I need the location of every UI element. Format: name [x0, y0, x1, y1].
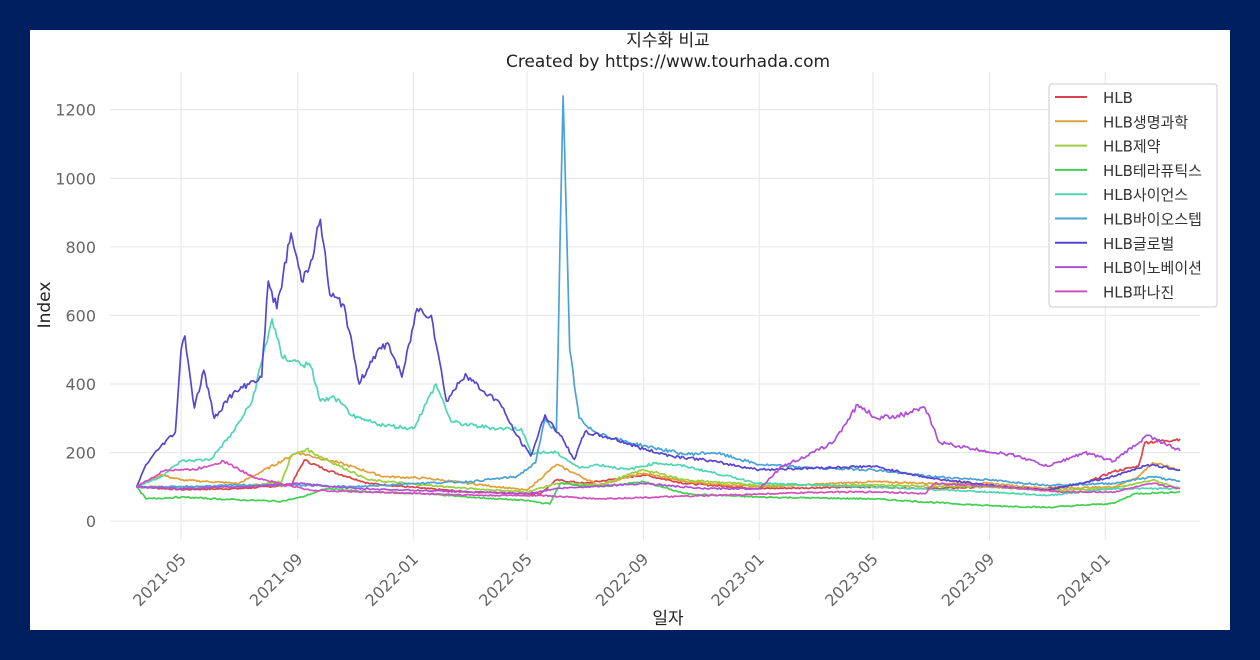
x-tick-label: 2022-01	[361, 549, 422, 610]
y-tick-label: 0	[86, 512, 96, 531]
series-line-1	[136, 451, 1181, 492]
x-tick-label: 2021-05	[129, 549, 190, 610]
chart-subtitle: Created by https://www.tourhada.com	[506, 52, 830, 72]
y-tick-label: 1000	[55, 169, 96, 188]
y-tick-label: 200	[65, 444, 96, 463]
series-line-7	[136, 403, 1181, 496]
grid	[110, 72, 1200, 540]
legend-box	[1048, 83, 1218, 308]
legend-label: HLB바이오스텝	[1103, 211, 1202, 229]
y-tick-label: 800	[65, 238, 96, 257]
x-tick-label: 2021-09	[246, 549, 307, 610]
legend-label: HLB파나진	[1103, 283, 1174, 301]
series-line-3	[135, 480, 1181, 509]
y-tick-label: 1200	[55, 101, 96, 120]
legend-label: HLB생명과학	[1103, 113, 1188, 131]
ticks: 0 200 400 600 800 1000 1200 2021-05 2021-09 2022-…	[55, 101, 1114, 610]
chart-frame: 0 200 400 600 800 1000 1200 2021-05 2021-09 2022-…	[30, 30, 1230, 630]
series-line-4	[136, 318, 1181, 497]
x-tick-label: 2023-09	[938, 549, 999, 610]
series-lines	[135, 95, 1181, 509]
chart-title: 지수화 비교	[626, 31, 710, 51]
legend: HLB HLB생명과학 HLB제약 HLB테라퓨틱스 HLB사이언스 HLB바이오스텝 HL…	[1048, 83, 1218, 308]
series-line-8	[136, 459, 1181, 500]
chart-svg: 0 200 400 600 800 1000 1200 2021-05 2021-09 2022-…	[35, 31, 1218, 629]
y-tick-label: 600	[65, 306, 96, 325]
legend-label: HLB제약	[1103, 138, 1161, 156]
series-line-5	[136, 95, 1181, 489]
x-tick-label: 2022-09	[592, 549, 653, 610]
legend-label: HLB글로벌	[1103, 235, 1174, 253]
series-line-6	[135, 218, 1181, 492]
legend-label: HLB테라퓨틱스	[1103, 162, 1202, 180]
x-axis-label: 일자	[652, 609, 684, 629]
y-tick-label: 400	[65, 375, 96, 394]
x-tick-label: 2024-01	[1053, 549, 1114, 610]
x-tick-label: 2023-05	[821, 549, 882, 610]
x-tick-label: 2023-01	[707, 549, 768, 610]
legend-label: HLB	[1103, 89, 1133, 107]
y-axis-label: Index	[35, 282, 55, 329]
legend-label: HLB사이언스	[1103, 186, 1188, 204]
x-tick-label: 2022-05	[475, 549, 536, 610]
legend-label: HLB이노베이션	[1103, 259, 1202, 277]
